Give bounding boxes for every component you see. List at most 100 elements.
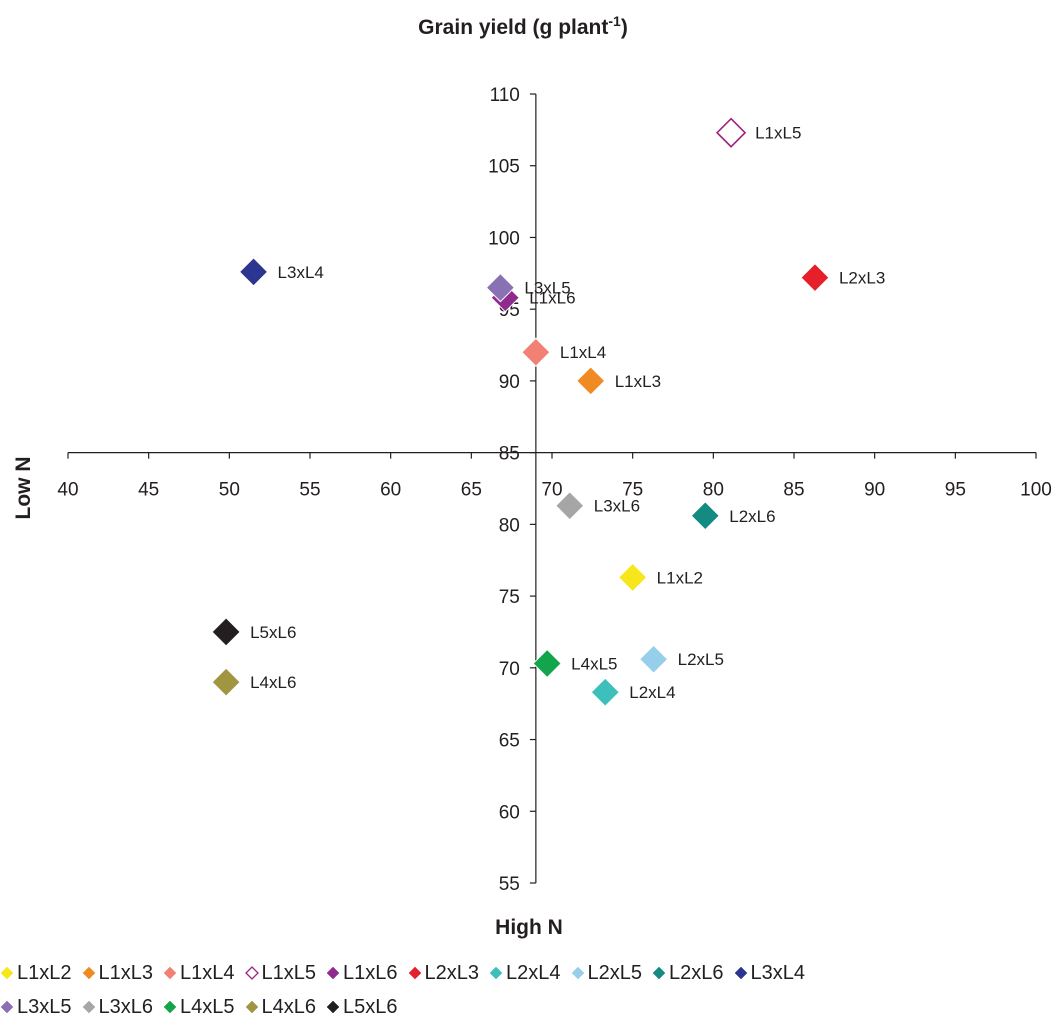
legend-marker-l1xl5 [244, 966, 259, 980]
point-label-l4xl5: L4xL5 [571, 655, 617, 674]
y-tick-label: 65 [499, 731, 520, 752]
legend-label: L2xL4 [506, 961, 561, 984]
point-label-l4xl6: L4xL6 [250, 673, 296, 692]
legend-label: L2xL6 [669, 961, 724, 984]
x-axis-label: High N [495, 916, 563, 939]
point-l5xl6 [211, 617, 241, 647]
legend-item-l2xl4: L2xL4 [489, 962, 561, 985]
legend-label: L1xL5 [261, 961, 317, 984]
legend-label: L1xL6 [343, 961, 398, 984]
legend-item-l1xl2: L1xL2 [0, 962, 72, 985]
y-tick-label: 55 [499, 874, 520, 895]
legend-row: L3xL5 L3xL6 L4xL5 L4xL6 L5xL6 [0, 990, 1057, 1024]
chart-title-text: Grain yield (g plant [418, 16, 608, 39]
legend-marker-l2xl5 [571, 966, 584, 980]
legend-item-l2xl3: L2xL3 [408, 961, 480, 985]
legend-marker-l1xl4 [163, 966, 177, 980]
x-tick-label: 45 [138, 480, 159, 501]
legend: L1xL2 L1xL3 L1xL4 L1xL5 L1xL6 L2xL3 L2xL4 L2xL5… [0, 956, 1057, 1024]
point-l1xl5 [715, 117, 747, 148]
point-l1xl3 [576, 366, 606, 396]
point-l2xl6 [690, 501, 720, 531]
point-label-l1xl3: L1xL3 [615, 372, 661, 391]
x-tick-label: 95 [945, 480, 966, 501]
data-points: L1xL2 L1xL3 L1xL4 L1xL5 L1xL6 L2xL3 L2xL4L2xL5… [211, 117, 885, 707]
legend-label: L3xL6 [98, 995, 154, 1018]
point-label-l5xl6: L5xL6 [250, 623, 296, 642]
x-tick-label: 70 [541, 480, 562, 501]
point-label-l2xl6: L2xL6 [729, 507, 775, 526]
legend-item-l5xl6: L5xL6 [326, 996, 398, 1019]
x-tick-label: 65 [461, 480, 482, 501]
point-l4xl5 [532, 648, 562, 679]
x-tick-label: 85 [783, 480, 804, 501]
legend-item-l1xl6: L1xL6 [326, 962, 398, 985]
x-tick-label: 60 [380, 480, 401, 501]
chart-title: Grain yield (g plant-1) [418, 13, 628, 39]
y-tick-label: 75 [499, 587, 520, 608]
y-tick-label: 85 [499, 444, 520, 465]
legend-label: L4xL6 [261, 995, 317, 1018]
legend-marker-l2xl6 [652, 966, 666, 980]
chart-title-close: ) [621, 16, 628, 39]
point-label-l1xl2: L1xL2 [657, 568, 703, 587]
legend-item-l4xl6: L4xL6 [245, 995, 317, 1019]
legend-item-l1xl3: L1xL3 [82, 962, 153, 985]
legend-marker-l1xl2 [0, 966, 14, 980]
x-tick-label: 50 [219, 480, 240, 501]
point-label-l2xl5: L2xL5 [678, 650, 724, 669]
legend-item-l2xl6: L2xL6 [652, 962, 724, 985]
legend-item-l1xl4: L1xL4 [163, 962, 235, 985]
x-tick-label: 90 [864, 480, 885, 501]
legend-marker-l3xl6 [82, 1000, 95, 1014]
legend-label: L2xL5 [587, 961, 643, 984]
x-tick-label: 55 [299, 480, 320, 501]
point-label-l3xl4: L3xL4 [278, 263, 324, 282]
x-tick-label: 100 [1020, 480, 1052, 501]
point-label-l2xl3: L2xL3 [839, 269, 885, 288]
legend-marker-l3xl5 [0, 1000, 14, 1014]
point-l1xl4 [521, 337, 551, 367]
legend-label: L2xL3 [424, 961, 480, 984]
y-tick-label: 90 [499, 372, 520, 393]
point-l3xl6 [555, 491, 585, 521]
legend-label: L4xL5 [180, 995, 235, 1018]
legend-marker-l3xl4 [734, 966, 747, 980]
point-l3xl5 [485, 272, 516, 303]
legend-item-l3xl4: L3xL4 [734, 961, 806, 985]
legend-marker-l2xl3 [408, 966, 421, 980]
point-l2xl4 [590, 677, 620, 707]
y-tick-label: 110 [490, 85, 520, 106]
chart-title-superscript: -1 [608, 13, 621, 29]
legend-marker-l4xl6 [245, 1000, 258, 1014]
point-l1xl2 [617, 562, 648, 593]
x-tick-label: 80 [703, 480, 724, 501]
point-l3xl4 [238, 257, 269, 287]
legend-item-l3xl5: L3xL5 [0, 996, 72, 1019]
legend-label: L1xL4 [180, 961, 235, 984]
legend-label: L3xL4 [750, 961, 806, 984]
legend-item-l2xl5: L2xL5 [571, 961, 643, 985]
point-label-l3xl6: L3xL6 [594, 497, 640, 516]
point-l4xl6 [211, 667, 241, 697]
scatter-chart: Grain yield (g plant-1) Low N High N 40 4… [12, 13, 1052, 939]
point-label-l1xl4: L1xL4 [560, 343, 606, 362]
y-tick-label: 80 [499, 515, 520, 536]
legend-label: L1xL2 [17, 961, 72, 984]
legend-marker-l1xl3 [82, 966, 95, 980]
point-l2xl5 [638, 644, 669, 674]
axes: 40 45 50 55 60 65 70 75 80 85 90 95 100 55 60 65 70 75 80 8… [57, 85, 1051, 895]
x-tick-label: 40 [57, 480, 78, 501]
legend-label: L3xL5 [17, 995, 72, 1018]
legend-marker-l2xl4 [489, 966, 503, 980]
legend-marker-l4xl5 [163, 1000, 177, 1014]
point-l2xl3 [800, 262, 830, 293]
y-tick-label: 105 [488, 157, 520, 178]
legend-marker-l5xl6 [326, 1000, 340, 1014]
point-label-l3xl5: L3xL5 [524, 279, 570, 298]
legend-item-l4xl5: L4xL5 [163, 996, 235, 1019]
y-tick-label: 100 [488, 228, 520, 249]
legend-marker-l1xl6 [326, 966, 340, 980]
point-label-l1xl5: L1xL5 [755, 124, 801, 143]
legend-item-l1xl5: L1xL5 [244, 961, 317, 985]
